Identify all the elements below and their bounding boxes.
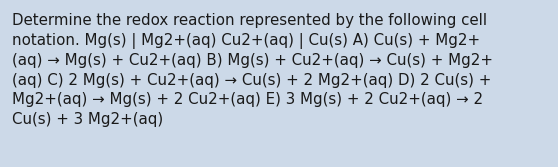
Text: Determine the redox reaction represented by the following cell
notation. Mg(s) |: Determine the redox reaction represented…	[12, 13, 493, 127]
